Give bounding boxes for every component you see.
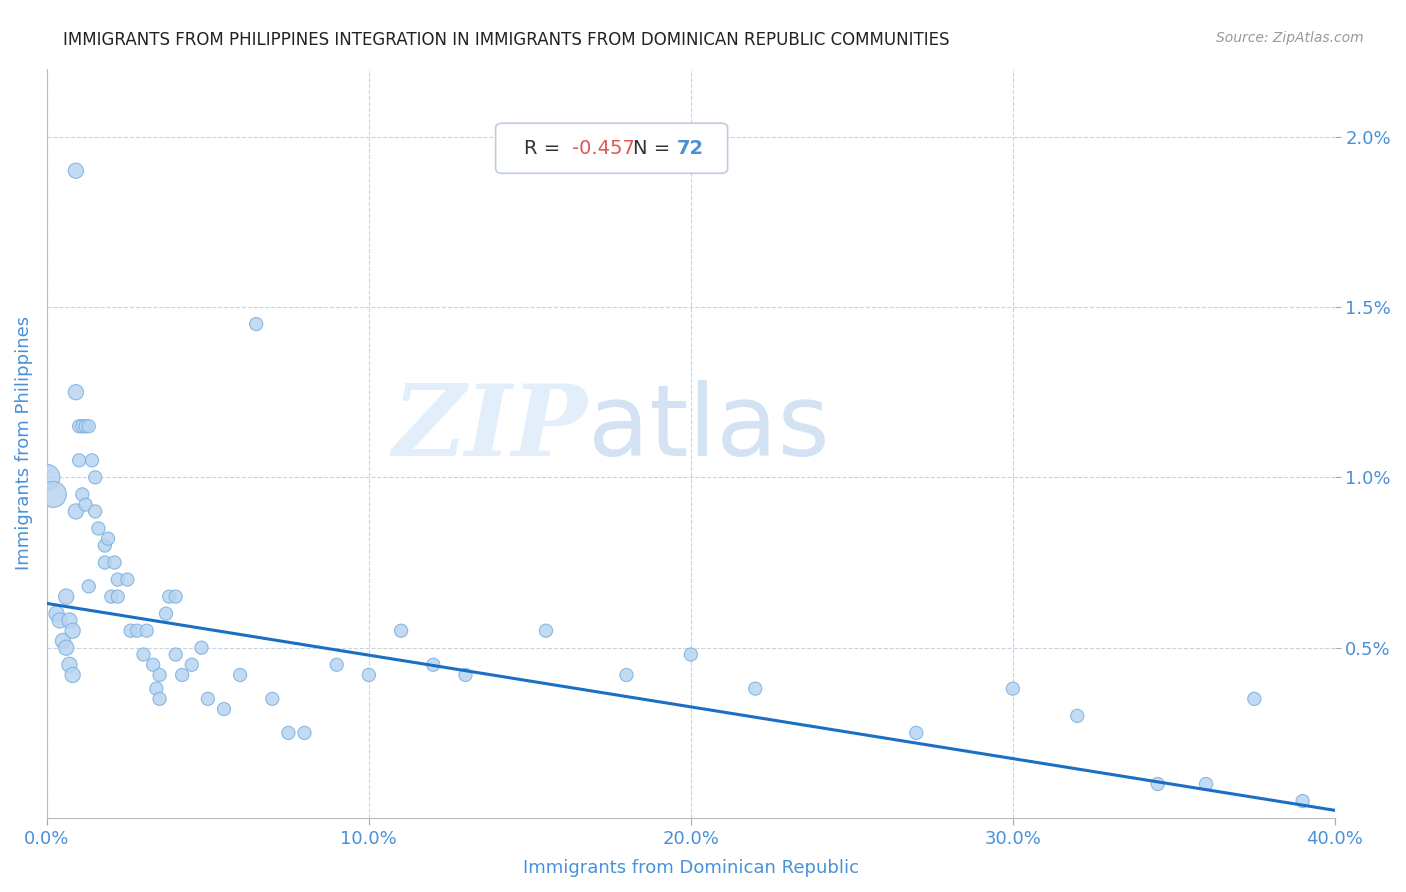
Point xyxy=(120,624,142,638)
Point xyxy=(132,648,155,662)
Point xyxy=(94,556,117,570)
Point xyxy=(72,419,94,434)
Point xyxy=(172,668,194,682)
Point xyxy=(1195,777,1218,791)
Point xyxy=(277,726,299,740)
Text: 72: 72 xyxy=(678,139,704,158)
Point xyxy=(97,532,120,546)
Point xyxy=(145,681,167,696)
Point xyxy=(149,668,172,682)
Point xyxy=(325,657,347,672)
Point xyxy=(55,590,77,604)
Point xyxy=(107,573,129,587)
Text: ZIP: ZIP xyxy=(392,380,588,476)
Point xyxy=(67,419,90,434)
Point xyxy=(534,624,557,638)
Point xyxy=(1001,681,1024,696)
Point xyxy=(157,590,180,604)
Point xyxy=(679,648,702,662)
Point xyxy=(180,657,202,672)
Point xyxy=(229,668,252,682)
Point xyxy=(80,453,103,467)
Text: R =: R = xyxy=(524,139,567,158)
Point xyxy=(616,668,638,682)
Point xyxy=(42,487,65,501)
Y-axis label: Immigrants from Philippines: Immigrants from Philippines xyxy=(15,317,32,570)
Point xyxy=(422,657,444,672)
Point xyxy=(1146,777,1168,791)
Point xyxy=(905,726,928,740)
Point xyxy=(75,419,97,434)
Point xyxy=(72,487,94,501)
Text: N =: N = xyxy=(633,139,676,158)
Point xyxy=(294,726,316,740)
Point xyxy=(357,668,380,682)
Point xyxy=(165,648,187,662)
Point xyxy=(149,691,172,706)
Point xyxy=(454,668,477,682)
Point xyxy=(389,624,412,638)
Point xyxy=(35,470,58,484)
Point xyxy=(212,702,235,716)
Point xyxy=(84,470,107,484)
Point xyxy=(62,668,84,682)
Point xyxy=(100,590,122,604)
Point xyxy=(1243,691,1265,706)
Point xyxy=(245,317,267,331)
Point xyxy=(77,419,100,434)
Point xyxy=(45,607,67,621)
Point xyxy=(262,691,284,706)
Text: atlas: atlas xyxy=(588,380,830,477)
Point xyxy=(1291,794,1313,808)
Text: IMMIGRANTS FROM PHILIPPINES INTEGRATION IN IMMIGRANTS FROM DOMINICAN REPUBLIC CO: IMMIGRANTS FROM PHILIPPINES INTEGRATION … xyxy=(63,31,950,49)
Point xyxy=(58,614,80,628)
Point xyxy=(197,691,219,706)
Point xyxy=(84,504,107,518)
Point xyxy=(117,573,139,587)
Point xyxy=(58,657,80,672)
Point xyxy=(135,624,157,638)
Point xyxy=(55,640,77,655)
Point xyxy=(65,385,87,400)
Text: -0.457: -0.457 xyxy=(572,139,636,158)
Point xyxy=(49,614,72,628)
Point xyxy=(125,624,148,638)
Point xyxy=(94,539,117,553)
Point xyxy=(165,590,187,604)
Point xyxy=(52,634,75,648)
Text: Source: ZipAtlas.com: Source: ZipAtlas.com xyxy=(1216,31,1364,45)
Point xyxy=(65,504,87,518)
Point xyxy=(75,498,97,512)
Point xyxy=(190,640,212,655)
X-axis label: Immigrants from Dominican Republic: Immigrants from Dominican Republic xyxy=(523,859,859,877)
Point xyxy=(744,681,766,696)
Point xyxy=(67,453,90,467)
Point xyxy=(77,579,100,593)
Point xyxy=(87,521,110,535)
Point xyxy=(107,590,129,604)
Point xyxy=(65,163,87,178)
Point xyxy=(1066,709,1088,723)
Point xyxy=(103,556,125,570)
Point xyxy=(142,657,165,672)
Point xyxy=(155,607,177,621)
Point xyxy=(62,624,84,638)
